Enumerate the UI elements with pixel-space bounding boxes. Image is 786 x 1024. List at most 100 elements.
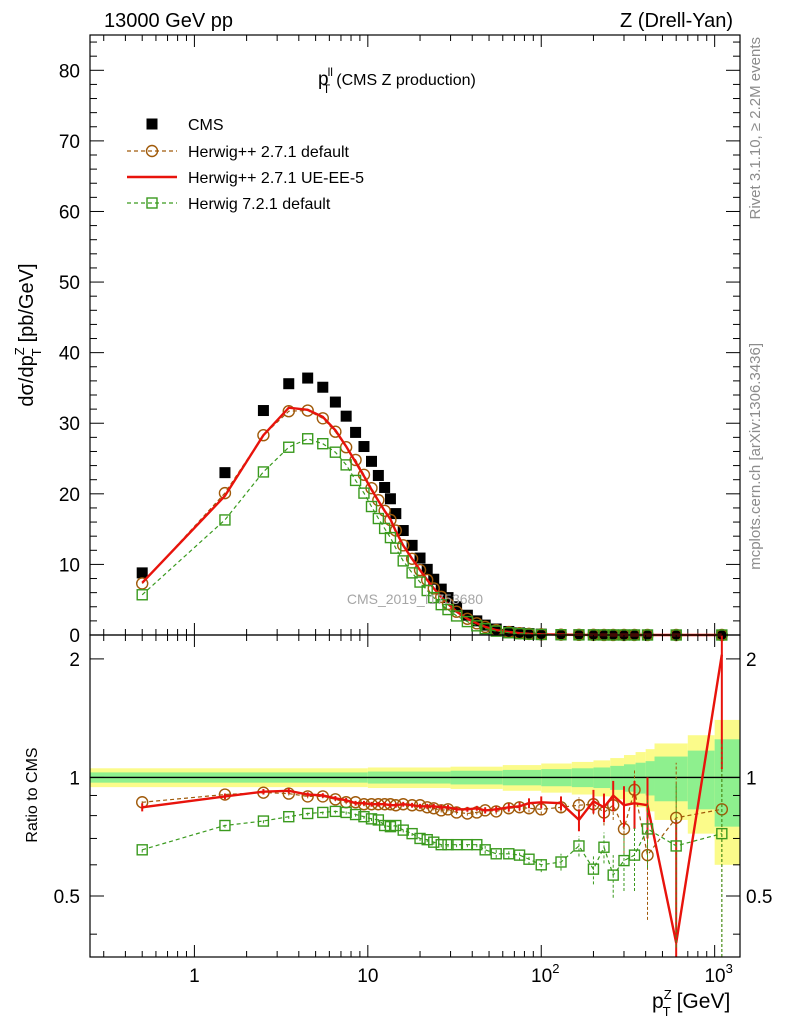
main-data-point <box>317 381 329 393</box>
ratio-band-inner <box>635 762 646 794</box>
main-data-point <box>365 500 378 513</box>
main-data-point <box>435 590 448 604</box>
main-data-point <box>479 622 491 635</box>
ratio-data-point <box>523 853 535 865</box>
main-data-point <box>397 555 409 567</box>
main-data-point <box>384 513 397 527</box>
ratio-data-point <box>490 848 502 860</box>
x-tick-label: 1 <box>189 966 200 987</box>
ratio-data-point <box>503 848 515 860</box>
x-tick-label-base: 10 <box>531 966 552 987</box>
ratio-data-point <box>598 841 610 853</box>
main-data-point <box>358 441 370 453</box>
main-y-tick-label: 30 <box>59 414 80 435</box>
main-y-tick-label: 0 <box>69 626 80 647</box>
main-data-point <box>479 619 491 631</box>
chart-title: pll T (CMS Z production) <box>318 65 476 96</box>
main-data-point <box>218 486 232 500</box>
main-data-point <box>136 567 148 579</box>
main-data-point <box>435 583 447 595</box>
ratio-data-point <box>219 819 231 832</box>
main-data-point <box>406 567 418 579</box>
main-data-point <box>358 487 370 499</box>
main-data-point <box>384 493 396 505</box>
ratio-data-point <box>450 838 463 851</box>
ratio-y-tick-label: 2 <box>69 650 80 671</box>
ratio-data-point <box>641 823 654 835</box>
x-tick-label-exp: 2 <box>552 961 559 976</box>
legend-label: Herwig 7.2.1 default <box>188 196 331 213</box>
ratio-y-label: Ratio to CMS <box>24 747 41 842</box>
x-label-sub: T <box>663 1004 671 1019</box>
main-data-point <box>427 582 440 595</box>
main-data-point <box>378 522 391 535</box>
main-data-point <box>317 438 329 450</box>
ratio-data-point <box>301 807 314 820</box>
ratio-y-tick-label-right: 2 <box>746 650 757 671</box>
main-data-point <box>372 493 385 507</box>
ratio-data-point <box>349 808 362 821</box>
main-data-point <box>379 481 391 493</box>
main-data-point <box>283 378 295 390</box>
main-data-point <box>390 508 402 520</box>
main-data-point <box>461 609 473 621</box>
main-data-point <box>442 592 454 604</box>
main-y-label-text: dσ/dp <box>16 355 38 406</box>
main-data-point <box>301 404 314 417</box>
main-data-point <box>372 469 384 481</box>
main-data-point <box>503 627 515 639</box>
main-data-point <box>405 552 419 565</box>
main-y-label-sup: Z <box>12 347 27 355</box>
x-tick-label: 102 <box>531 961 559 987</box>
main-data-point <box>257 429 270 442</box>
x-label-text: p <box>652 990 664 1013</box>
main-data-point <box>471 620 483 632</box>
ratio-data-point <box>329 805 342 818</box>
side-labels: Rivet 3.1.10, ≥ 2.2M events mcplots.cern… <box>747 37 764 570</box>
ratio-data-point <box>442 838 454 851</box>
main-data-point <box>329 446 342 458</box>
x-axis-label: pZ T [GeV] <box>652 987 730 1019</box>
ratio-frame <box>89 634 741 958</box>
legend-marker <box>146 197 158 209</box>
ratio-y-tick-label-right: 1 <box>746 768 757 789</box>
ratio-data-point <box>421 833 433 846</box>
title-sub: T <box>323 82 331 96</box>
main-data-point <box>329 396 341 408</box>
x-tick-label-base: 1 <box>189 966 200 987</box>
main-data-point <box>523 628 535 640</box>
main-plot-layer: 0 10 20 30 40 50 60 70 80 <box>59 35 740 647</box>
legend: CMS Herwig++ 2.7.1 default Herwig++ 2.7.1 … <box>127 117 364 213</box>
ratio-data-point <box>607 869 619 881</box>
main-data-point <box>136 577 149 590</box>
main-data-point <box>372 512 385 525</box>
main-y-tick-label: 60 <box>59 202 80 223</box>
x-tick-label: 10 <box>357 966 378 987</box>
main-y-tick-label: 20 <box>59 485 80 506</box>
ratio-data-point <box>573 840 585 852</box>
legend-label: CMS <box>188 117 224 134</box>
ratio-data-point <box>358 810 370 823</box>
ratio-data-point <box>427 802 440 815</box>
ratio-data-point <box>414 832 426 845</box>
legend-marker <box>146 118 158 130</box>
main-y-label: dσ/dpZ T [pb/GeV] <box>12 263 44 406</box>
legend-label: Herwig++ 2.7.1 UE-EE-5 <box>188 170 364 187</box>
ratio-data-point <box>670 840 682 852</box>
ratio-data-point <box>136 844 148 856</box>
ratio-band-inner <box>645 761 655 796</box>
ratio-y-tick-label: 0.5 <box>54 887 80 908</box>
main-y-tick-label: 80 <box>59 61 80 82</box>
main-y-label-unit: [pb/GeV] <box>16 263 38 342</box>
legend-marker <box>145 144 159 158</box>
x-tick-label: 103 <box>704 961 732 987</box>
main-data-point <box>316 412 329 425</box>
main-data-point <box>442 603 454 616</box>
main-y-tick-label: 70 <box>59 132 80 153</box>
main-data-point <box>428 573 440 585</box>
main-data-point <box>302 372 314 384</box>
ratio-data-point <box>378 819 391 832</box>
